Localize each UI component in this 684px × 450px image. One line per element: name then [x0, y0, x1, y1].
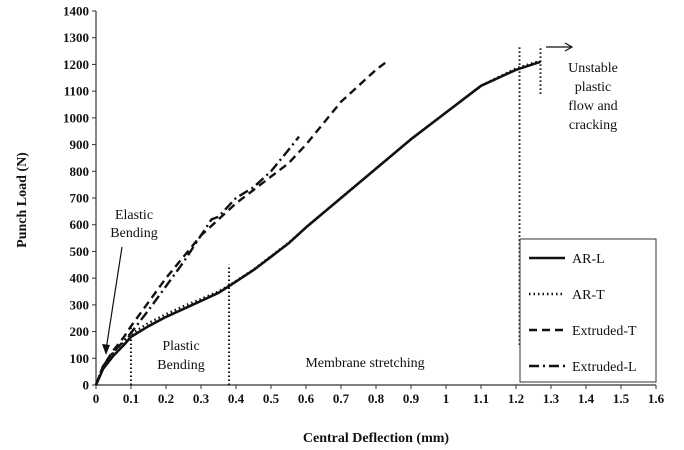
annotation-unstable-3: flow and: [568, 99, 617, 114]
unstable-arrow: [546, 42, 574, 52]
vertical-markers: [130, 45, 542, 385]
series-layer: [94, 60, 541, 386]
legend-item-extruded-t: Extruded-T: [529, 324, 637, 339]
y-tick-label: 900: [70, 137, 90, 152]
x-tick-label: 0.1: [123, 391, 139, 406]
y-tick-label: 0: [83, 378, 90, 393]
y-tick-label: 1400: [63, 4, 89, 19]
annotation-elastic-2: Bending: [110, 226, 157, 241]
x-tick-label: 1.5: [613, 391, 630, 406]
y-tick-label: 700: [70, 191, 90, 206]
legend-item-ar-l: AR-L: [529, 252, 605, 267]
y-tick-label: 500: [70, 244, 90, 259]
x-tick-label: 0.8: [368, 391, 385, 406]
x-tick-label: 1: [443, 391, 450, 406]
legend-label: AR-T: [572, 288, 605, 303]
x-tick-label: 0.7: [333, 391, 350, 406]
annotation-membrane: Membrane stretching: [305, 356, 424, 371]
x-axis-title: Central Deflection (mm): [303, 431, 450, 446]
x-tick-label: 1.3: [543, 391, 560, 406]
y-tick-label: 100: [70, 351, 90, 366]
annotation-plastic-1: Plastic: [162, 339, 199, 354]
legend-label: Extruded-L: [572, 360, 637, 375]
annotation-unstable-4: cracking: [569, 118, 617, 133]
series-line-extruded-t: [94, 60, 388, 386]
y-tick-label: 1300: [63, 30, 89, 45]
series-line-ar-t: [94, 60, 538, 386]
y-tick-label: 400: [70, 271, 90, 286]
y-tick-label: 1100: [64, 84, 89, 99]
series-line-ar-l: [94, 60, 541, 386]
x-tick-label: 0.4: [228, 391, 245, 406]
elastic-arrow: [102, 246, 123, 355]
annotation-elastic-1: Elastic: [115, 208, 153, 223]
x-tick-label: 0.2: [158, 391, 174, 406]
x-tick-label: 0.5: [263, 391, 280, 406]
x-tick-label: 1.1: [473, 391, 489, 406]
y-tick-label: 1200: [63, 57, 89, 72]
legend-label: AR-L: [572, 252, 605, 267]
legend-label: Extruded-T: [572, 324, 637, 339]
legend: AR-L AR-T Extruded-T Extruded-L: [519, 238, 657, 383]
legend-box: [519, 238, 657, 383]
tick-labels: 0 0.1 0.2 0.3 0.4 0.5 0.6 0.7 0.8 0.9 1 1.1 1.2 1.3 1.…: [63, 4, 665, 407]
x-tick-label: 0.9: [403, 391, 420, 406]
x-tick-label: 0.6: [298, 391, 315, 406]
y-tick-label: 1000: [63, 110, 89, 125]
x-tick-label: 0.3: [193, 391, 210, 406]
x-tick-label: 0: [93, 391, 100, 406]
y-tick-label: 300: [70, 297, 90, 312]
x-tick-label: 1.2: [508, 391, 524, 406]
series-line-extruded-l: [94, 135, 300, 386]
legend-item-ar-t: AR-T: [529, 288, 605, 303]
annotation-unstable-1: Unstable: [568, 61, 618, 76]
y-tick-label: 800: [70, 164, 90, 179]
annotation-plastic-2: Bending: [157, 358, 204, 373]
y-axis-title: Punch Load (N): [15, 152, 30, 248]
y-tick-label: 600: [70, 217, 90, 232]
legend-item-extruded-l: Extruded-L: [529, 360, 637, 375]
y-tick-label: 200: [70, 324, 90, 339]
annotation-unstable-2: plastic: [575, 80, 612, 95]
x-tick-label: 1.4: [578, 391, 595, 406]
x-tick-label: 1.6: [648, 391, 665, 406]
